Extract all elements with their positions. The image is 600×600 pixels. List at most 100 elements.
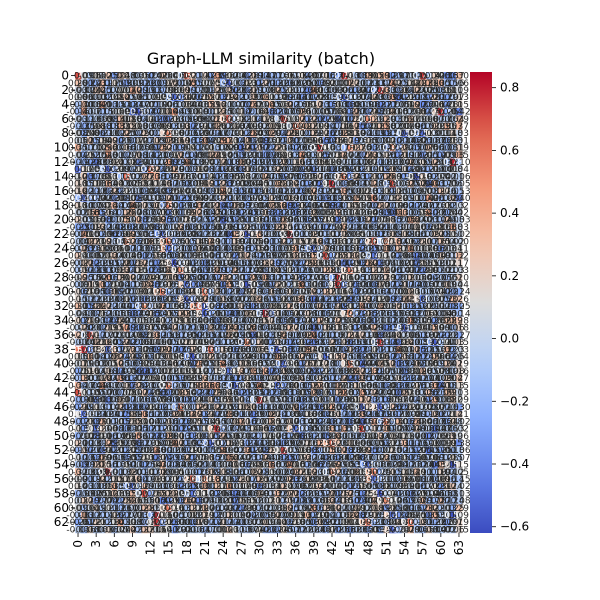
heatmap-cell — [81, 72, 88, 80]
heatmap-cell — [87, 108, 94, 116]
heatmap-cell — [292, 115, 300, 123]
heatmap-cell — [238, 79, 245, 87]
heatmap-cell — [195, 72, 203, 80]
heatmap-cell — [189, 122, 197, 130]
heatmap-cell — [341, 115, 348, 123]
heatmap-cell — [455, 93, 463, 102]
heatmap-cell — [93, 115, 100, 123]
heatmap-cell — [189, 93, 197, 102]
heatmap-cell — [328, 100, 336, 109]
heatmap-cell — [93, 86, 100, 94]
heatmap-cell — [147, 86, 154, 94]
heatmap-cell — [250, 115, 257, 123]
heatmap-cell — [147, 93, 154, 102]
heatmap-cell — [135, 100, 142, 109]
heatmap-cell — [395, 108, 402, 116]
heatmap-cell — [322, 122, 330, 130]
heatmap-cell — [165, 72, 173, 80]
heatmap-cell — [413, 72, 420, 80]
heatmap-cell — [377, 108, 384, 116]
heatmap-cell — [75, 79, 82, 87]
heatmap-cells — [75, 72, 463, 534]
heatmap-cell — [298, 93, 306, 102]
heatmap-cell — [208, 72, 215, 80]
heatmap-cell — [244, 93, 251, 102]
heatmap-cell — [322, 108, 330, 116]
heatmap-cell — [395, 79, 402, 87]
heatmap-cell — [335, 72, 342, 80]
heatmap-cell — [377, 122, 384, 130]
heatmap-cell — [371, 72, 378, 80]
heatmap-cell — [425, 72, 433, 80]
heatmap-cell — [262, 122, 269, 130]
heatmap-cell — [341, 100, 348, 109]
heatmap-cell — [87, 115, 94, 123]
heatmap-cell — [93, 108, 100, 116]
heatmap-cell — [389, 115, 396, 123]
heatmap-cell — [437, 79, 445, 87]
heatmap-cell — [298, 79, 306, 87]
heatmap-cell — [141, 100, 148, 109]
heatmap-cell — [419, 79, 427, 87]
heatmap-cell — [280, 79, 287, 87]
heatmap-cell — [238, 100, 245, 109]
heatmap-cell — [401, 72, 408, 80]
heatmap-cell — [341, 79, 348, 87]
heatmap-cell — [238, 72, 245, 80]
heatmap-cell — [455, 79, 463, 87]
heatmap-cell — [359, 79, 366, 87]
heatmap-cell — [141, 122, 148, 130]
heatmap-cell — [371, 100, 378, 109]
heatmap-cell — [371, 86, 378, 94]
heatmap-cell — [226, 93, 233, 102]
heatmap-cell — [165, 108, 173, 116]
heatmap-cell — [431, 93, 439, 102]
heatmap-cell — [304, 100, 312, 109]
heatmap-cell — [455, 115, 463, 123]
heatmap-cell — [365, 115, 372, 123]
heatmap-cell — [81, 122, 88, 130]
heatmap-cell — [437, 100, 445, 109]
heatmap-cell-labels: 0.700.09-0.060.130.020.25-0.300.240.18-0… — [66, 72, 471, 536]
heatmap-cell — [407, 122, 414, 130]
heatmap-cell — [232, 108, 239, 116]
heatmap-cell — [419, 108, 427, 116]
heatmap-cell — [262, 115, 269, 123]
heatmap-cell — [87, 72, 94, 80]
heatmap-cell — [280, 122, 287, 130]
heatmap-cell — [153, 79, 160, 87]
heatmap-cell — [286, 108, 293, 116]
heatmap-cell — [129, 93, 136, 102]
heatmap-cell — [341, 122, 348, 130]
heatmap-cell — [298, 86, 306, 94]
heatmap-cell — [165, 122, 173, 130]
heatmap-cell — [81, 86, 88, 94]
heatmap-cell — [262, 93, 269, 102]
heatmap-cell — [359, 86, 366, 94]
heatmap-cell — [383, 100, 390, 109]
heatmap-cell — [256, 93, 263, 102]
heatmap-cell — [455, 72, 463, 80]
heatmap-cell — [419, 122, 427, 130]
heatmap-cell — [201, 122, 209, 130]
heatmap-cell — [437, 93, 445, 102]
heatmap-cell — [328, 108, 336, 116]
heatmap-cell — [322, 100, 330, 109]
heatmap-cell — [347, 86, 354, 94]
heatmap-cell — [274, 122, 281, 130]
heatmap-cell — [183, 72, 191, 80]
heatmap-cell — [419, 93, 427, 102]
heatmap-cell — [449, 79, 457, 87]
heatmap-cell — [81, 129, 88, 138]
heatmap-cell — [99, 129, 106, 138]
heatmap-cell — [359, 100, 366, 109]
heatmap-cell — [365, 86, 372, 94]
heatmap-cell — [377, 93, 384, 102]
heatmap-cell — [316, 79, 324, 87]
heatmap-cell — [280, 115, 287, 123]
heatmap-cell — [304, 108, 312, 116]
heatmap-cell — [383, 122, 390, 130]
heatmap-cell — [135, 115, 142, 123]
heatmap-cell — [335, 115, 342, 123]
